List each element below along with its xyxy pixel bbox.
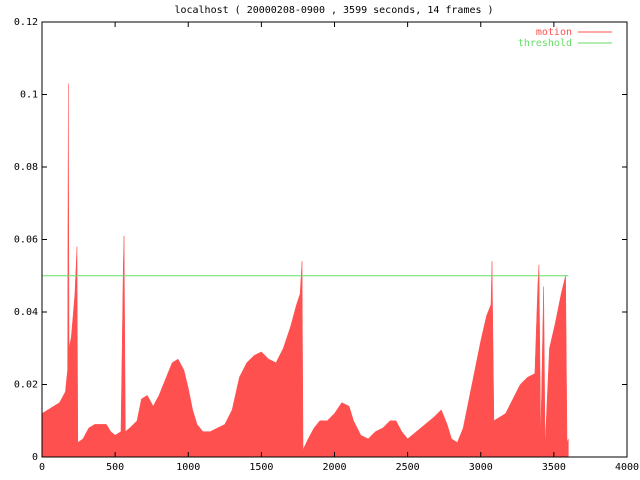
legend-label: threshold [518, 38, 572, 49]
chart-title: localhost ( 20000208-0900 , 3599 seconds… [174, 5, 493, 16]
y-tick-label: 0.08 [14, 162, 38, 173]
x-tick-label: 500 [106, 462, 124, 473]
x-tick-label: 0 [39, 462, 45, 473]
y-tick-label: 0.04 [14, 307, 38, 318]
x-tick-label: 1000 [176, 462, 200, 473]
x-tick-label: 4000 [615, 462, 639, 473]
x-tick-label: 1500 [249, 462, 273, 473]
y-tick-label: 0 [32, 452, 38, 463]
legend-label: motion [536, 27, 572, 38]
x-tick-label: 3500 [542, 462, 566, 473]
y-tick-label: 0.1 [20, 90, 38, 101]
x-tick-label: 3000 [469, 462, 493, 473]
x-tick-label: 2000 [322, 462, 346, 473]
y-tick-label: 0.12 [14, 17, 38, 28]
x-tick-label: 2500 [396, 462, 420, 473]
motion-area [41, 83, 569, 458]
y-tick-label: 0.06 [14, 235, 38, 246]
y-tick-label: 0.02 [14, 380, 38, 391]
